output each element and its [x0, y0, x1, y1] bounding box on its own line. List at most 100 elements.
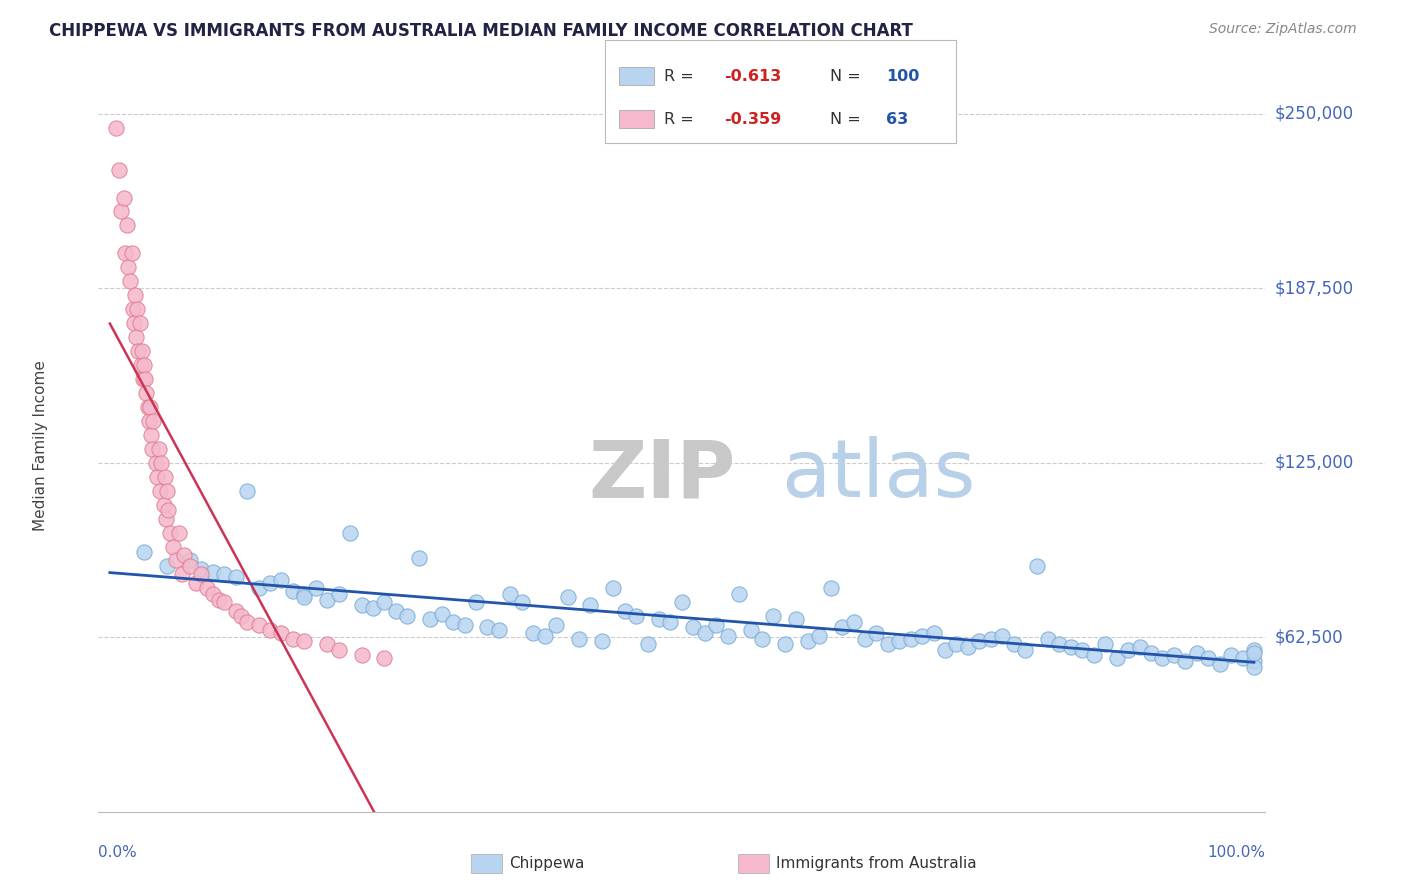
Point: [682, 620, 704, 634]
Point: [991, 629, 1014, 643]
Point: [190, 562, 212, 576]
Point: [179, 553, 201, 567]
Point: [134, 545, 156, 559]
Point: [328, 587, 350, 601]
Point: [465, 595, 488, 609]
Point: [842, 615, 865, 629]
Point: [441, 615, 464, 629]
Point: [717, 629, 740, 643]
Point: [671, 595, 693, 609]
Point: [132, 372, 155, 386]
Point: [1025, 559, 1047, 574]
Point: [214, 567, 236, 582]
Point: [1071, 642, 1094, 657]
Point: [135, 386, 157, 401]
Point: [225, 570, 247, 584]
Text: 100: 100: [886, 69, 920, 84]
Point: [259, 575, 281, 590]
Point: [316, 592, 339, 607]
Point: [207, 592, 229, 607]
Point: [292, 587, 315, 601]
Point: [146, 469, 169, 483]
Text: -0.359: -0.359: [724, 112, 782, 127]
Point: [114, 246, 136, 260]
Point: [1243, 642, 1265, 657]
Text: 63: 63: [886, 112, 908, 127]
Point: [945, 637, 967, 651]
Point: [156, 559, 179, 574]
Point: [740, 624, 762, 638]
Text: 100.0%: 100.0%: [1208, 845, 1265, 860]
Point: [591, 634, 613, 648]
FancyBboxPatch shape: [619, 110, 654, 128]
Point: [408, 550, 430, 565]
Point: [231, 609, 253, 624]
Point: [1174, 654, 1197, 668]
Point: [499, 587, 522, 601]
Point: [153, 469, 176, 483]
Point: [693, 626, 716, 640]
Point: [129, 358, 152, 372]
Text: $62,500: $62,500: [1275, 628, 1343, 646]
Point: [236, 615, 259, 629]
Point: [773, 637, 796, 651]
Text: ZIP: ZIP: [589, 436, 735, 515]
Point: [1232, 651, 1254, 665]
Point: [127, 344, 149, 359]
Point: [305, 582, 328, 596]
Point: [659, 615, 682, 629]
Point: [170, 567, 193, 582]
FancyBboxPatch shape: [619, 67, 654, 86]
Point: [762, 609, 785, 624]
Point: [270, 573, 292, 587]
Point: [142, 414, 165, 428]
Text: Chippewa: Chippewa: [509, 856, 585, 871]
Point: [128, 316, 150, 330]
Point: [122, 316, 145, 330]
Point: [1049, 637, 1071, 651]
Text: Source: ZipAtlas.com: Source: ZipAtlas.com: [1209, 22, 1357, 37]
Point: [139, 400, 162, 414]
Point: [1083, 648, 1105, 663]
Point: [510, 595, 533, 609]
Point: [149, 483, 172, 498]
Point: [751, 632, 773, 646]
Point: [785, 612, 807, 626]
Point: [1128, 640, 1150, 654]
Point: [120, 274, 142, 288]
Point: [138, 414, 160, 428]
Point: [430, 607, 453, 621]
Point: [328, 642, 350, 657]
Point: [820, 582, 842, 596]
Point: [728, 587, 751, 601]
Point: [190, 567, 212, 582]
Point: [613, 604, 636, 618]
Point: [127, 302, 149, 317]
Point: [1116, 642, 1139, 657]
Point: [704, 617, 727, 632]
Point: [259, 624, 281, 638]
Point: [121, 246, 143, 260]
Text: 0.0%: 0.0%: [98, 845, 138, 860]
Point: [808, 629, 831, 643]
Point: [184, 575, 207, 590]
Point: [110, 204, 132, 219]
Point: [1140, 646, 1163, 660]
Text: N =: N =: [830, 112, 860, 127]
Point: [201, 565, 224, 579]
Point: [152, 498, 174, 512]
Point: [1105, 651, 1128, 665]
Point: [557, 590, 579, 604]
Point: [1243, 659, 1265, 673]
Point: [1014, 642, 1036, 657]
Point: [150, 456, 173, 470]
Point: [156, 483, 179, 498]
Point: [281, 632, 304, 646]
Point: [876, 637, 898, 651]
Point: [889, 634, 911, 648]
Point: [173, 548, 195, 562]
Point: [373, 651, 395, 665]
Point: [124, 288, 146, 302]
Point: [117, 260, 139, 275]
Text: atlas: atlas: [782, 436, 976, 515]
